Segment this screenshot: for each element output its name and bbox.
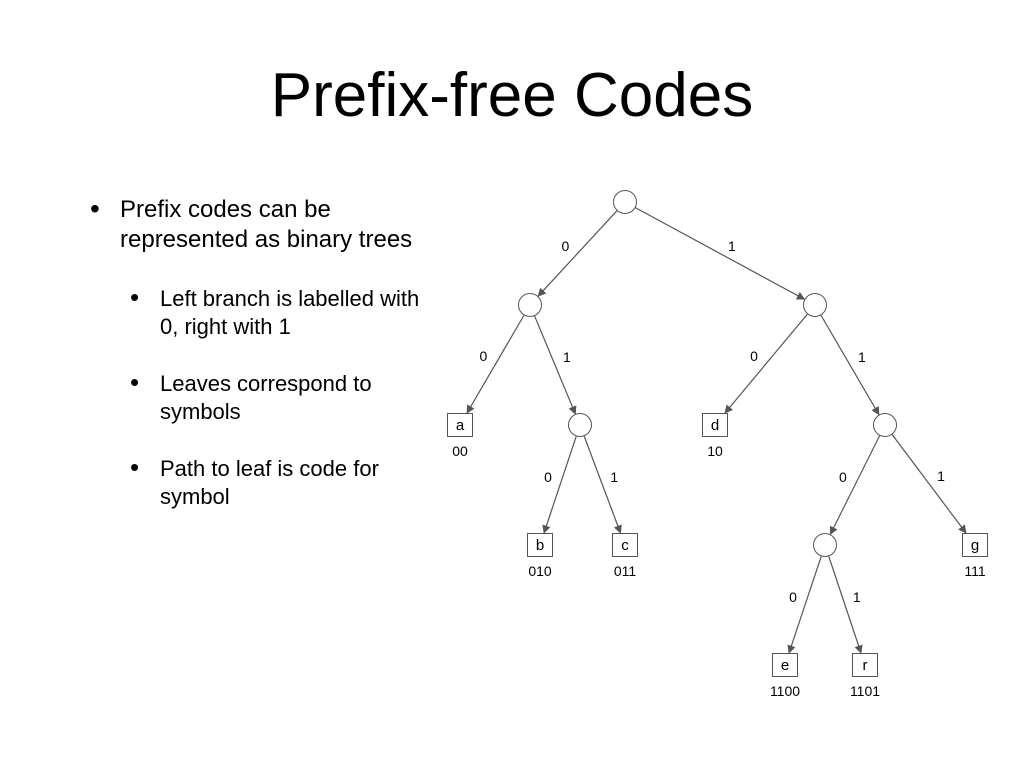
tree-node [813,533,837,557]
bullet-list: Prefix codes can be represented as binar… [90,195,420,540]
tree-edge [789,556,821,653]
tree-edge [892,435,966,533]
tree-node [873,413,897,437]
tree-edge [538,211,617,296]
edge-label: 1 [563,349,571,365]
tree-node [613,190,637,214]
leaf-code: 1100 [760,683,810,699]
edge-label: 0 [479,348,487,364]
leaf-code: 1101 [840,683,890,699]
tree-edge [636,208,805,300]
tree-leaf: r [852,653,878,677]
edge-label: 0 [789,589,797,605]
tree-leaf: b [527,533,553,557]
tree-node [518,293,542,317]
edge-label: 1 [610,469,618,485]
leaf-code: 111 [950,563,1000,579]
tree-leaf: e [772,653,798,677]
edge-label: 0 [750,348,758,364]
bullet-sub-1: Left branch is labelled with 0, right wi… [90,285,420,340]
tree-node [803,293,827,317]
edge-label: 0 [839,469,847,485]
tree-leaf: g [962,533,988,557]
bullet-main: Prefix codes can be represented as binar… [90,195,420,255]
tree-edge [535,316,576,414]
tree-edge [830,436,879,535]
tree-leaf: c [612,533,638,557]
tree-edges-svg [430,180,1015,750]
bullet-sub-2: Leaves correspond to symbols [90,370,420,425]
tree-node [568,413,592,437]
leaf-code: 00 [435,443,485,459]
tree-edge [544,436,576,533]
slide-title: Prefix-free Codes [0,60,1024,131]
edge-label: 1 [937,468,945,484]
tree-leaf: d [702,413,728,437]
bullet-sub-3: Path to leaf is code for symbol [90,455,420,510]
edge-label: 0 [544,469,552,485]
edge-label: 0 [562,238,570,254]
leaf-code: 10 [690,443,740,459]
tree-edge [584,436,620,533]
binary-tree-diagram: 010101010101a00d10b010c011g111e1100r1101 [430,180,1015,750]
edge-label: 1 [858,349,866,365]
tree-edge [467,315,524,413]
tree-leaf: a [447,413,473,437]
tree-edge [821,315,879,414]
edge-label: 1 [728,238,736,254]
leaf-code: 010 [515,563,565,579]
tree-edge [829,556,861,653]
edge-label: 1 [853,589,861,605]
leaf-code: 011 [600,563,650,579]
tree-edge [725,314,807,413]
